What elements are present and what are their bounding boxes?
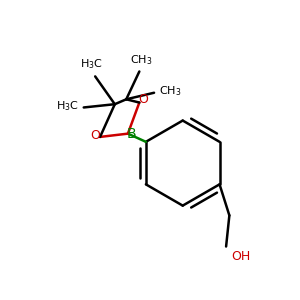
Text: O: O <box>138 93 148 106</box>
Text: H$_3$C: H$_3$C <box>80 58 104 71</box>
Text: OH: OH <box>231 250 250 263</box>
Text: CH$_3$: CH$_3$ <box>159 84 182 98</box>
Text: B: B <box>127 127 136 141</box>
Text: O: O <box>90 129 100 142</box>
Text: H$_3$C: H$_3$C <box>56 99 79 113</box>
Text: CH$_3$: CH$_3$ <box>130 53 152 67</box>
